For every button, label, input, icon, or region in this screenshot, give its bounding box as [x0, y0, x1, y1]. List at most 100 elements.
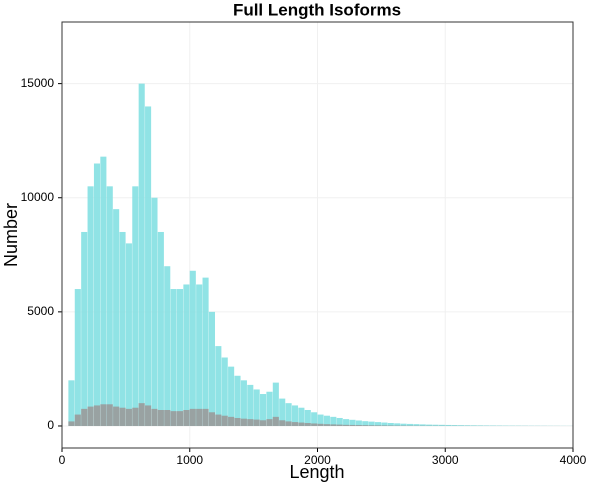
bar — [164, 266, 171, 426]
bar — [138, 403, 145, 426]
bar — [304, 423, 311, 426]
bar — [215, 414, 222, 426]
bar — [298, 407, 305, 426]
bar — [349, 419, 356, 426]
bar — [119, 407, 126, 426]
y-axis-label: Number — [1, 203, 21, 267]
bar — [317, 414, 324, 426]
bar — [317, 423, 324, 426]
bar — [253, 389, 260, 426]
bar — [145, 405, 152, 426]
bar — [228, 416, 235, 426]
bar — [68, 380, 75, 426]
bar — [285, 403, 292, 426]
bar — [125, 408, 132, 426]
bar — [215, 346, 222, 426]
bar — [176, 289, 184, 426]
bar — [330, 416, 337, 426]
bar — [368, 425, 375, 426]
bar — [323, 424, 330, 426]
bar — [438, 424, 445, 426]
bar — [298, 422, 305, 426]
bar — [285, 421, 292, 426]
bar — [336, 424, 343, 426]
bar — [458, 425, 465, 426]
bar — [279, 398, 286, 426]
bar — [221, 415, 228, 426]
bar — [483, 425, 490, 426]
x-tick-label: 1000 — [176, 453, 203, 467]
bar — [208, 412, 215, 426]
bar — [119, 231, 126, 426]
bar — [470, 425, 477, 426]
bar — [240, 418, 247, 426]
bar — [400, 423, 407, 426]
bar — [170, 411, 177, 426]
bar — [374, 425, 382, 426]
bar — [413, 424, 420, 426]
bar — [355, 420, 362, 426]
bar — [68, 421, 75, 426]
bar — [381, 425, 388, 426]
bar — [189, 408, 196, 426]
bar — [266, 391, 273, 426]
bar — [196, 284, 203, 426]
bar — [93, 163, 101, 426]
plot-frame — [61, 21, 574, 449]
bar — [234, 417, 241, 426]
bar — [272, 416, 279, 426]
x-tick-label: 0 — [59, 453, 66, 467]
bar — [362, 425, 369, 426]
bar — [176, 411, 184, 426]
bar — [138, 83, 145, 426]
bar — [183, 284, 190, 426]
bar — [170, 289, 177, 426]
bar — [106, 404, 113, 426]
bar — [100, 404, 107, 426]
bar — [336, 417, 343, 426]
y-tick-label: 15000 — [21, 76, 55, 90]
bar — [381, 422, 388, 426]
bar — [113, 209, 120, 426]
x-tick-label: 2000 — [304, 453, 331, 467]
bar — [93, 405, 101, 426]
bar — [266, 419, 273, 426]
bar — [330, 424, 337, 426]
bar — [445, 424, 452, 426]
bar — [394, 423, 401, 426]
bar — [406, 423, 414, 426]
bar — [81, 231, 88, 426]
bar — [132, 186, 139, 426]
bar — [74, 289, 81, 426]
bar — [247, 384, 254, 426]
bar — [183, 409, 190, 426]
bar — [419, 424, 426, 426]
chart-title: Full Length Isoforms — [233, 0, 401, 19]
y-tick-label: 10000 — [21, 190, 55, 204]
bar — [304, 409, 311, 426]
bar — [432, 424, 439, 426]
bar — [87, 186, 94, 426]
bar — [362, 421, 369, 426]
bar — [157, 409, 164, 426]
bar — [234, 375, 241, 426]
bar — [157, 231, 164, 426]
bar — [132, 407, 139, 426]
bar — [106, 186, 113, 426]
x-axis-label: Length — [289, 462, 344, 482]
bar — [189, 270, 196, 426]
bar — [81, 408, 88, 426]
bar — [260, 394, 267, 426]
bar — [311, 423, 318, 426]
x-tick-label: 4000 — [560, 453, 587, 467]
bar — [202, 408, 209, 426]
bar — [260, 420, 267, 426]
bar — [202, 277, 209, 426]
bar — [113, 406, 120, 426]
bar — [343, 424, 350, 426]
bar — [164, 409, 171, 426]
bar — [100, 156, 107, 426]
bar — [145, 106, 152, 426]
bar — [279, 420, 286, 426]
